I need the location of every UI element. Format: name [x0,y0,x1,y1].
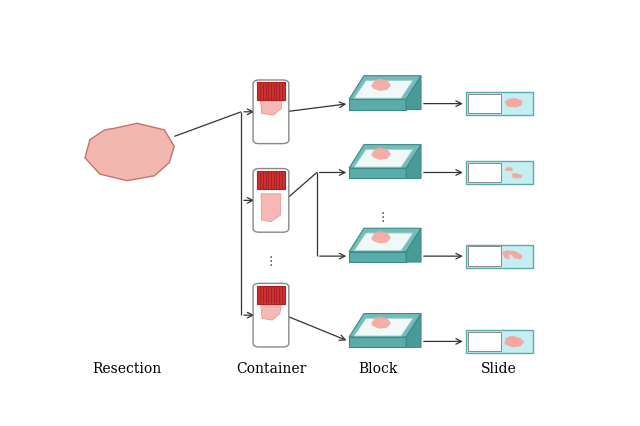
Polygon shape [349,76,421,99]
Polygon shape [260,302,282,320]
Polygon shape [371,317,391,329]
Polygon shape [354,233,413,251]
FancyBboxPatch shape [253,80,289,144]
Polygon shape [504,98,522,107]
Polygon shape [349,252,406,262]
Polygon shape [261,194,281,222]
Text: Resection: Resection [93,362,162,376]
Polygon shape [406,314,421,347]
Text: .: . [380,207,385,222]
Text: .: . [380,211,385,225]
Bar [466,330,532,353]
Polygon shape [349,314,421,337]
Bar [466,245,532,268]
Bar [468,94,501,113]
Bar [466,92,532,115]
Polygon shape [504,336,524,347]
Polygon shape [349,228,421,252]
Bar [468,331,501,351]
Text: Slide: Slide [481,362,517,376]
Text: .: . [269,247,273,261]
Text: .: . [269,251,273,265]
Bar [468,163,501,182]
Polygon shape [260,99,282,115]
Polygon shape [354,81,413,98]
Polygon shape [371,231,391,243]
Bar [466,161,532,184]
Polygon shape [406,144,421,178]
Text: .: . [380,203,385,217]
Polygon shape [502,250,522,259]
Bar [468,246,501,266]
Polygon shape [371,79,391,91]
Bar [257,286,285,304]
Polygon shape [354,150,413,167]
Text: Container: Container [236,362,306,376]
Bar [257,82,285,101]
FancyBboxPatch shape [253,283,289,347]
Polygon shape [371,148,391,160]
Polygon shape [406,76,421,109]
Polygon shape [85,123,174,181]
Polygon shape [349,99,406,109]
Polygon shape [512,173,522,178]
Polygon shape [349,168,406,178]
FancyBboxPatch shape [253,169,289,232]
Polygon shape [406,228,421,262]
Polygon shape [354,318,413,336]
Bar [257,171,285,189]
Polygon shape [349,144,421,168]
Text: .: . [269,255,273,269]
Polygon shape [504,167,513,171]
Polygon shape [349,337,406,347]
Text: Block: Block [358,362,397,376]
